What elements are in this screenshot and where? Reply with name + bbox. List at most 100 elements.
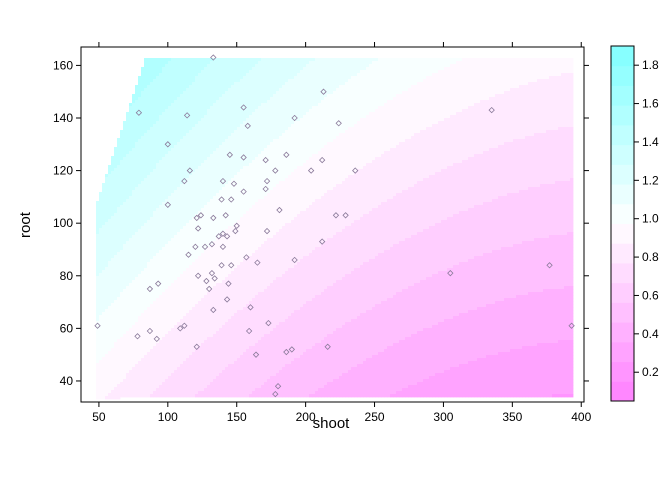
surface-cell [219,388,223,392]
surface-cell [165,100,169,104]
surface-cell [231,328,235,332]
surface-cell [213,319,217,323]
surface-cell [162,226,166,230]
surface-cell [186,91,190,95]
surface-cell [186,319,190,323]
surface-cell [183,331,187,335]
surface-cell [162,391,166,395]
surface-cell [165,364,169,368]
surface-cell [192,280,196,284]
surface-cell [99,231,103,235]
surface-cell [192,214,196,218]
surface-cell [138,247,142,251]
surface-cell [198,313,202,317]
surface-cell [225,259,229,263]
surface-cell [108,270,112,274]
surface-cell [123,148,127,152]
surface-cell [183,277,187,281]
surface-cell [156,289,160,293]
surface-cell [183,133,187,137]
surface-cell [189,139,193,143]
surface-cell [132,382,136,386]
surface-cell [189,265,193,269]
surface-cell [96,207,100,211]
surface-cell [183,202,187,206]
surface-cell [219,223,223,227]
surface-cell [201,277,205,281]
surface-cell [228,322,232,326]
surface-cell [186,208,190,212]
surface-cell [192,379,196,383]
surface-cell [228,277,232,281]
surface-cell [111,255,115,259]
surface-cell [192,268,196,272]
surface-cell [156,148,160,152]
surface-cell [180,115,184,119]
surface-cell [159,58,163,62]
surface-cell [171,337,175,341]
surface-cell [204,322,208,326]
surface-cell [165,85,169,89]
surface-cell [183,196,187,200]
surface-cell [168,265,172,269]
surface-cell [117,171,121,175]
surface-cell [144,178,148,182]
surface-cell [144,304,148,308]
surface-cell [189,391,193,395]
surface-cell [216,262,220,266]
surface-cell [222,352,226,356]
surface-cell [102,393,106,397]
surface-cell [231,115,235,119]
surface-cell [129,235,133,239]
surface-cell [96,396,100,400]
surface-cell [123,190,127,194]
surface-cell [123,193,127,197]
surface-cell [99,204,103,208]
surface-cell [219,274,223,278]
surface-cell [216,310,220,314]
surface-cell [162,187,166,191]
surface-cell [192,148,196,152]
surface-cell [213,103,217,107]
surface-cell [210,142,214,146]
surface-cell [159,262,163,266]
surface-cell [237,106,241,110]
surface-cell [120,343,124,347]
surface-cell [153,376,157,380]
surface-cell [222,259,226,263]
surface-cell [228,223,232,227]
surface-cell [231,286,235,290]
surface-cell [141,172,145,176]
surface-cell [162,211,166,215]
surface-cell [210,334,214,338]
surface-cell [156,112,160,116]
surface-cell [234,253,238,257]
surface-cell [105,282,109,286]
surface-cell [174,310,178,314]
surface-cell [156,313,160,317]
surface-cell [207,229,211,233]
surface-cell [138,367,142,371]
surface-cell [114,297,118,301]
surface-cell [180,58,184,62]
surface-cell [198,154,202,158]
surface-cell [144,142,148,146]
surface-cell [219,385,223,389]
surface-cell [168,277,172,281]
surface-cell [159,181,163,185]
surface-cell [213,364,217,368]
surface-cell [234,352,238,356]
surface-cell [198,307,202,311]
surface-cell [192,355,196,359]
surface-cell [204,142,208,146]
surface-cell [222,385,226,389]
surface-cell [156,97,160,101]
surface-cell [162,238,166,242]
surface-cell [150,169,154,173]
surface-cell [174,124,178,128]
surface-cell [156,262,160,266]
surface-cell [234,355,238,359]
surface-cell [207,70,211,74]
surface-cell [141,169,145,173]
surface-cell [165,343,169,347]
